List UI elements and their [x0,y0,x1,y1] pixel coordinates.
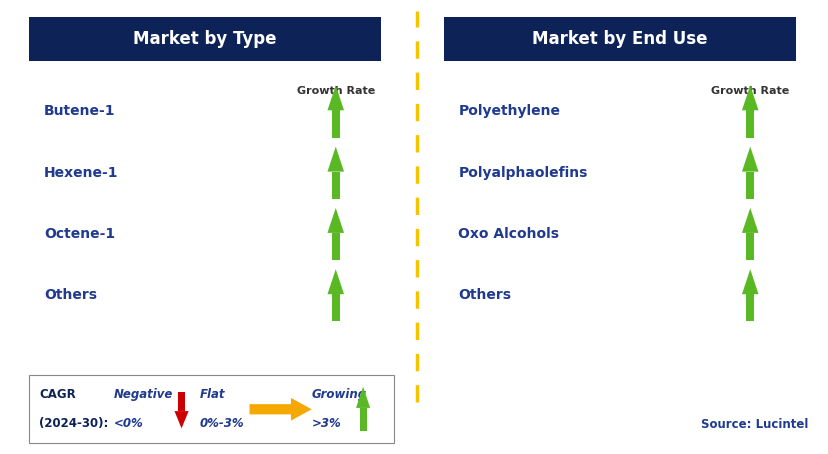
Text: Butene-1: Butene-1 [44,104,115,118]
Polygon shape [331,233,339,260]
Polygon shape [331,172,339,199]
FancyBboxPatch shape [443,17,795,61]
Polygon shape [331,294,339,321]
Text: Growing: Growing [311,389,366,401]
Text: CAGR: CAGR [39,389,75,401]
Polygon shape [178,392,185,411]
Text: Market by End Use: Market by End Use [532,30,706,48]
Polygon shape [741,147,758,172]
Text: Oxo Alcohols: Oxo Alcohols [458,227,559,241]
Polygon shape [745,294,753,321]
Polygon shape [327,208,344,233]
Polygon shape [359,408,366,431]
Text: Growth Rate: Growth Rate [710,86,788,96]
Text: Octene-1: Octene-1 [44,227,115,241]
Polygon shape [741,269,758,294]
FancyBboxPatch shape [29,17,381,61]
Polygon shape [741,85,758,110]
Polygon shape [327,147,344,172]
Polygon shape [174,411,189,429]
Polygon shape [741,208,758,233]
Polygon shape [356,387,370,408]
Text: Polyalphaolefins: Polyalphaolefins [458,166,587,179]
Polygon shape [745,110,753,138]
FancyBboxPatch shape [29,375,393,443]
Text: Polyethylene: Polyethylene [458,104,560,118]
Text: Negative: Negative [113,389,173,401]
Text: Hexene-1: Hexene-1 [44,166,118,179]
Text: <0%: <0% [113,417,143,430]
Polygon shape [745,233,753,260]
Text: Source: Lucintel: Source: Lucintel [700,418,807,431]
Text: Growth Rate: Growth Rate [296,86,374,96]
Text: Others: Others [458,288,511,302]
Polygon shape [331,110,339,138]
Text: >3%: >3% [311,417,341,430]
Text: Others: Others [44,288,97,302]
Polygon shape [745,172,753,199]
Text: 0%-3%: 0%-3% [200,417,244,430]
Polygon shape [327,85,344,110]
Polygon shape [327,269,344,294]
Text: Flat: Flat [200,389,225,401]
Polygon shape [249,398,311,420]
Text: Market by Type: Market by Type [133,30,277,48]
Text: (2024-30):: (2024-30): [39,417,108,430]
